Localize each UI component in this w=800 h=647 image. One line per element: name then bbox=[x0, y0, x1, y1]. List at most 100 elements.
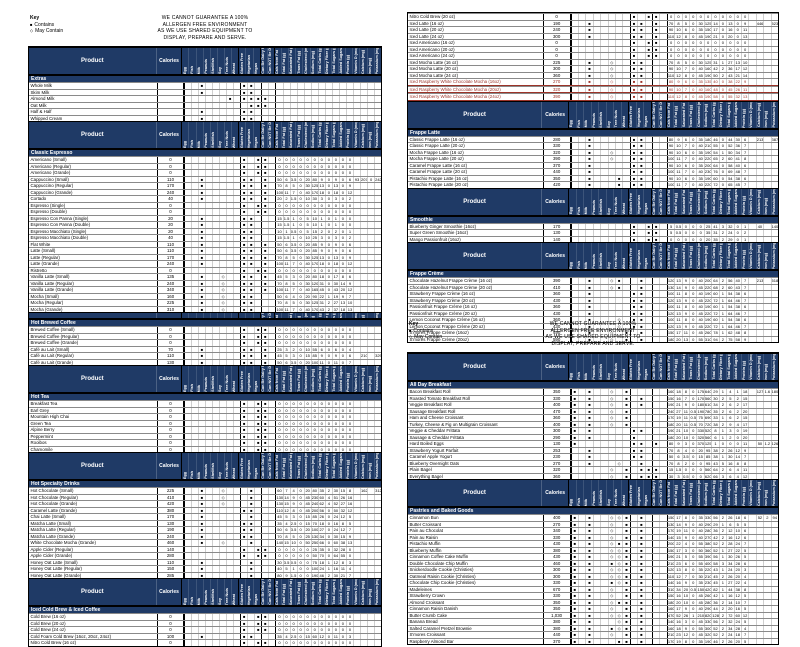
allergen-mark-cell bbox=[652, 460, 659, 466]
allergen-mark-cell bbox=[659, 72, 666, 78]
allergen-mark-cell bbox=[652, 323, 659, 329]
nutrition-value-cell: 70 bbox=[275, 183, 282, 189]
allergen-mark-cell bbox=[183, 359, 191, 365]
product-row: Hot Chocolate (Grande) 420 ■ ◇ ■ 130 15 9 0 45 240… bbox=[29, 500, 381, 507]
nutrition-value-cell bbox=[360, 640, 367, 646]
nutrition-value-cell bbox=[374, 494, 381, 500]
allergen-mark-cell bbox=[254, 559, 261, 565]
allergen-mark-cell: ■ bbox=[254, 546, 261, 552]
section-title-row: Frappe Latte bbox=[408, 128, 778, 136]
nutrition-value-cell bbox=[367, 254, 374, 260]
allergen-mark-cell bbox=[659, 169, 666, 175]
nutrition-value-cell: 0 bbox=[338, 163, 346, 169]
allergen-mark-cell bbox=[615, 421, 622, 427]
column-header-label: Milk bbox=[196, 384, 201, 392]
nutrition-value-cell: 0.5 bbox=[689, 421, 697, 427]
calories-cell bbox=[158, 83, 184, 89]
nutrition-value-cell: 10 bbox=[303, 346, 310, 352]
allergen-mark-cell bbox=[204, 170, 212, 176]
nutrition-value-cell: 4 bbox=[324, 494, 332, 500]
nutrition-value-cell: 95 bbox=[703, 460, 711, 466]
nutrition-value-cell: 12 bbox=[331, 559, 339, 565]
nutrition-value-cell: 0.5 bbox=[689, 408, 697, 414]
allergen-mark-cell bbox=[219, 235, 226, 241]
rotated-column-header: Saturated Fat (g) bbox=[680, 354, 689, 380]
nutrition-value-cell: 230 bbox=[703, 169, 712, 175]
product-row: Iced Latte (24 oz) 300 ■ ■ ■ ■ 110 12 8 0 45 190 21 0… bbox=[408, 32, 778, 39]
allergen-mark-cell bbox=[652, 66, 659, 72]
allergen-mark-cell bbox=[212, 254, 219, 260]
nutrition-value-cell: 45 bbox=[696, 72, 703, 78]
allergen-mark-cell bbox=[204, 176, 212, 182]
nutrition-value-cell bbox=[282, 102, 290, 108]
nutrition-value-cell: 0 bbox=[345, 433, 353, 439]
rotated-column-header: Total Fat (g) bbox=[673, 243, 681, 269]
nutrition-value-cell: 55 bbox=[696, 541, 703, 547]
rotated-column-header: Can Be Dairy Free bbox=[259, 122, 267, 148]
nutrition-value-cell: 210 bbox=[360, 353, 368, 359]
column-header-label: Vitamin D (mcg) bbox=[749, 243, 754, 269]
rotated-column-header: Calcium (mg) bbox=[755, 243, 764, 269]
nutrition-value-cell: 1 bbox=[324, 559, 332, 565]
rotated-column-header: Can NOT Be Dairy Free bbox=[266, 453, 274, 479]
allergen-mark-cell bbox=[226, 83, 233, 89]
product-name-cell: Espresso Con Panna (Double) bbox=[29, 222, 159, 228]
nutrition-value-cell: 80 bbox=[310, 274, 317, 280]
allergen-mark-cell bbox=[240, 559, 247, 565]
nutrition-value-cell bbox=[352, 333, 360, 339]
nutrition-value-cell bbox=[763, 223, 770, 229]
nutrition-value-cell: 0 bbox=[324, 163, 332, 169]
nutrition-value-cell: 0 bbox=[324, 222, 332, 228]
allergen-mark-cell bbox=[622, 66, 629, 72]
allergen-mark-cell bbox=[644, 402, 652, 408]
allergen-mark-cell bbox=[233, 274, 240, 280]
nutrition-value-cell: 9 bbox=[289, 501, 297, 507]
allergen-mark-cell bbox=[600, 415, 607, 421]
nutrition-value-cell: 5 bbox=[740, 593, 748, 599]
nutrition-value-cell bbox=[770, 554, 778, 560]
allergen-mark-cell: ■ bbox=[261, 196, 268, 202]
column-header-label: Fish bbox=[576, 372, 581, 380]
section-title-row: Frappe Crème bbox=[408, 270, 778, 277]
nutrition-value-cell: 15 bbox=[696, 454, 703, 460]
allergen-mark-cell: ■ bbox=[247, 96, 254, 102]
allergen-mark-cell: ■ bbox=[585, 541, 592, 547]
allergen-mark-cell bbox=[644, 182, 652, 188]
allergen-mark-cell bbox=[622, 27, 629, 33]
allergen-mark-cell bbox=[622, 434, 629, 440]
allergen-mark-cell bbox=[577, 541, 585, 547]
column-header-label: Can Be Dairy Free bbox=[260, 366, 265, 392]
nutrition-value-cell: 170 bbox=[666, 415, 675, 421]
nutrition-value-cell: 64 bbox=[726, 310, 733, 316]
allergen-mark-cell bbox=[212, 440, 219, 446]
nutrition-value-cell bbox=[763, 136, 770, 142]
nutrition-value-cell: 1 bbox=[718, 304, 726, 310]
nutrition-value-cell: 16 bbox=[345, 501, 353, 507]
allergen-mark-cell: ■ bbox=[197, 83, 205, 89]
nutrition-value-cell: 8 bbox=[282, 533, 290, 539]
product-column-header: Product bbox=[29, 453, 157, 479]
nutrition-value-cell: 0 bbox=[296, 327, 304, 333]
nutrition-value-cell bbox=[763, 304, 770, 310]
nutrition-value-cell bbox=[360, 222, 367, 228]
nutrition-value-cell: 0 bbox=[324, 633, 332, 639]
allergen-mark-cell bbox=[183, 183, 191, 189]
allergen-mark-cell: ■ bbox=[254, 102, 261, 108]
nutrition-value-cell: 0 bbox=[296, 572, 304, 578]
allergen-mark-cell bbox=[268, 157, 275, 163]
allergen-mark-cell bbox=[204, 488, 212, 494]
nutrition-value-cell: 28 bbox=[733, 560, 740, 566]
nutrition-value-cell: 16 bbox=[331, 566, 339, 572]
nutrition-value-cell bbox=[770, 528, 778, 534]
nutrition-value-cell: 16 bbox=[345, 494, 353, 500]
nutrition-value-cell: 190 bbox=[703, 304, 712, 310]
nutrition-value-cell: 6 bbox=[681, 149, 689, 155]
nutrition-value-cell: 8 bbox=[674, 59, 681, 65]
allergen-mark-cell bbox=[577, 547, 585, 553]
allergen-mark-cell bbox=[592, 632, 600, 638]
column-header-label: Vegetarian bbox=[636, 195, 641, 215]
allergen-mark-cell bbox=[615, 297, 622, 303]
product-row: Classic Frappe Latte (20 oz) 330 ■ ■ ■ 90 10 7 0… bbox=[408, 142, 778, 149]
nutrition-value-cell: 6 bbox=[740, 304, 748, 310]
nutrition-value-cell: 0 bbox=[296, 170, 304, 176]
